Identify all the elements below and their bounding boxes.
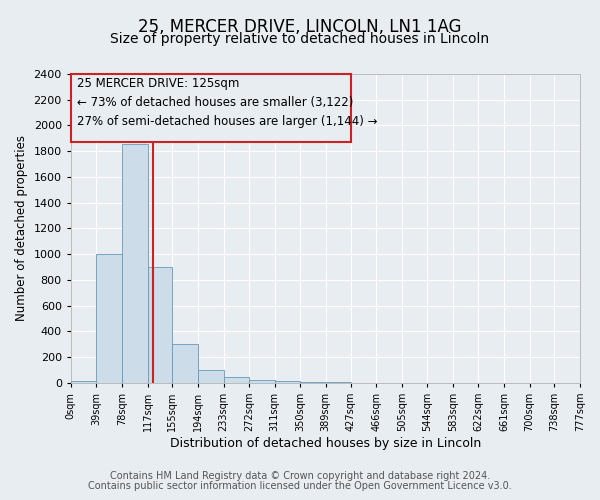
Bar (97, 254, 122, 383)
Text: ← 73% of detached houses are smaller (3,122): ← 73% of detached houses are smaller (3,… (77, 96, 353, 109)
Text: 25 MERCER DRIVE: 125sqm: 25 MERCER DRIVE: 125sqm (77, 76, 239, 90)
Bar (249, 380, 275, 383)
Bar (326, 382, 350, 383)
Text: Contains public sector information licensed under the Open Government Licence v3: Contains public sector information licen… (88, 481, 512, 491)
Bar (122, 144, 148, 383)
Y-axis label: Number of detached properties: Number of detached properties (15, 136, 28, 322)
Bar (275, 381, 300, 383)
Text: Size of property relative to detached houses in Lincoln: Size of property relative to detached ho… (110, 32, 490, 46)
Bar (71, 380, 97, 383)
Bar (224, 377, 249, 383)
Bar (172, 344, 198, 383)
Bar (300, 382, 326, 383)
Text: 25, MERCER DRIVE, LINCOLN, LN1 1AG: 25, MERCER DRIVE, LINCOLN, LN1 1AG (138, 18, 462, 36)
Bar (148, 267, 172, 383)
Text: Contains HM Land Registry data © Crown copyright and database right 2024.: Contains HM Land Registry data © Crown c… (110, 471, 490, 481)
Text: 27% of semi-detached houses are larger (1,144) →: 27% of semi-detached houses are larger (… (77, 116, 377, 128)
Bar (198, 370, 224, 383)
X-axis label: Distribution of detached houses by size in Lincoln: Distribution of detached houses by size … (170, 437, 481, 450)
